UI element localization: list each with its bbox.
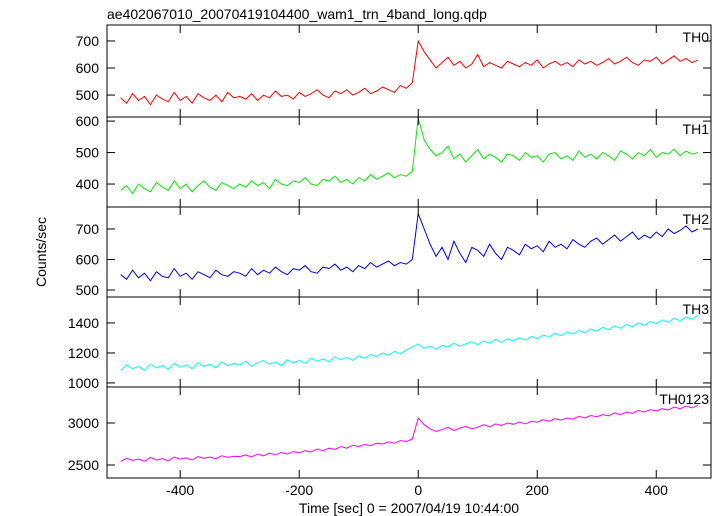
panel-label: TH0	[683, 29, 710, 45]
y-tick-label: 500	[76, 282, 100, 298]
panel-frame	[106, 206, 712, 298]
y-tick-label: 1000	[68, 375, 99, 391]
y-tick-label: 600	[76, 60, 100, 76]
x-axis-label: Time [sec] 0 = 2007/04/19 10:44:00	[299, 500, 519, 516]
y-tick-label: 1200	[68, 345, 99, 361]
y-tick-label: 700	[76, 33, 100, 49]
chart-title: ae402067010_20070419104400_wam1_trn_4ban…	[107, 6, 487, 22]
y-tick-label: 700	[76, 221, 100, 237]
series-line	[120, 404, 699, 463]
y-tick-label: 500	[76, 87, 100, 103]
x-tick-label: -400	[166, 482, 194, 498]
panel-label: TH0123	[659, 391, 709, 407]
panel-label: TH2	[683, 211, 710, 227]
y-axis-label: Counts/sec	[33, 217, 49, 287]
x-tick-label: 200	[526, 482, 550, 498]
y-tick-label: 2500	[68, 457, 99, 473]
x-tick-label: 400	[645, 482, 669, 498]
y-tick-label: 600	[76, 113, 100, 129]
y-tick-label: 3000	[68, 415, 99, 431]
x-tick-label: -200	[285, 482, 313, 498]
y-tick-label: 1400	[68, 315, 99, 331]
y-tick-label: 600	[76, 251, 100, 267]
panel-frame	[106, 386, 712, 479]
x-tick-label: 0	[414, 482, 422, 498]
panel-frame	[106, 116, 712, 208]
panel-label: TH1	[683, 121, 710, 137]
panel-frame	[106, 296, 712, 388]
series-line	[120, 314, 699, 372]
panel-label: TH3	[683, 301, 710, 317]
y-tick-label: 400	[76, 176, 100, 192]
series-line	[120, 39, 699, 106]
series-line	[120, 117, 699, 195]
panel-frame	[106, 24, 712, 118]
series-line	[120, 213, 699, 282]
y-tick-label: 500	[76, 145, 100, 161]
